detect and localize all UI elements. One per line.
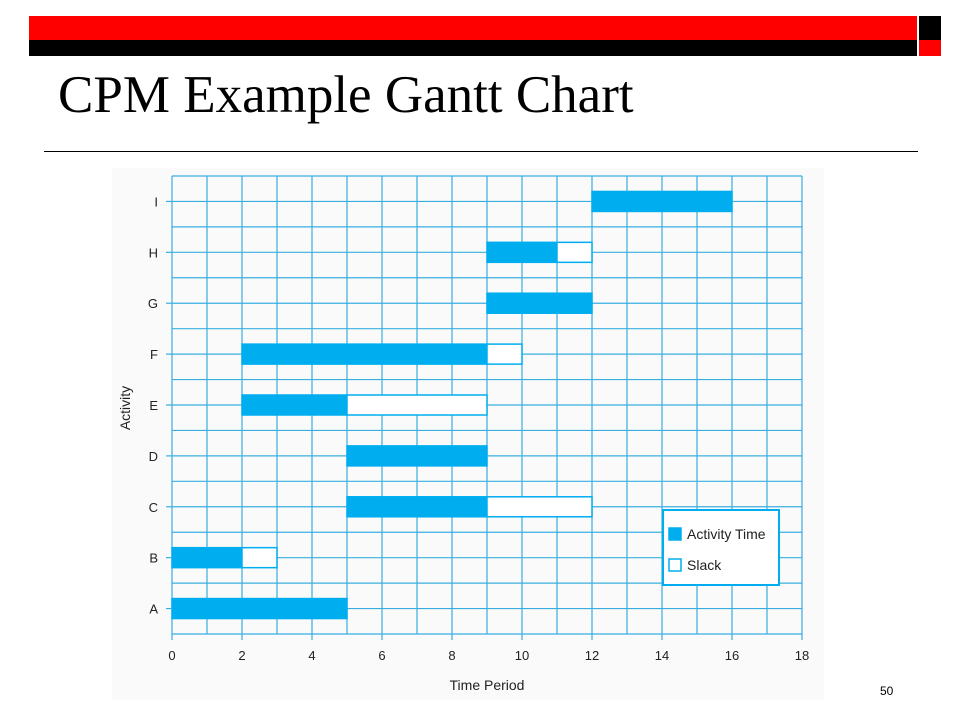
activity-bar-a	[171, 597, 348, 620]
slack-bar-h	[556, 241, 593, 264]
activity-bar-f	[241, 343, 488, 365]
legend-swatch-activity	[668, 527, 682, 541]
gantt-chart: 0 2 4 6 8 10 12 14 16 18 A B C D E F G H I Time Period Act…	[117, 175, 809, 693]
activity-bar-e	[241, 394, 348, 416]
slack-bar-e	[346, 394, 488, 416]
y-tick-label-g: G	[148, 296, 158, 311]
activity-bar-d	[346, 445, 488, 467]
legend-label-activity: Activity Time	[687, 526, 766, 542]
legend-box	[662, 509, 780, 586]
slack-bar-b	[241, 546, 278, 569]
slide-title: CPM Example Gantt Chart	[58, 66, 634, 124]
x-tick-label: 4	[308, 648, 315, 663]
corner-red-block	[919, 40, 941, 56]
x-tick-label: 16	[725, 648, 739, 663]
activity-bar-i	[591, 190, 733, 213]
x-tick-label: 2	[238, 648, 245, 663]
y-tick-label-e: E	[149, 398, 158, 413]
slack-bar-f	[486, 343, 523, 365]
chart-bars	[171, 190, 733, 620]
y-tick-label-h: H	[149, 245, 158, 260]
x-tick-label: 12	[585, 648, 599, 663]
y-tick-label-c: C	[149, 500, 158, 515]
x-tick-label: 18	[795, 648, 809, 663]
title-decoration-bar	[29, 16, 917, 56]
slack-bar-c	[486, 496, 593, 518]
y-tick-label-d: D	[149, 449, 158, 464]
page-number: 50	[880, 684, 894, 698]
x-tick-label: 0	[168, 648, 175, 663]
x-tick-label: 6	[378, 648, 385, 663]
decoration-black-stripe	[29, 40, 917, 56]
activity-bar-g	[486, 292, 593, 314]
legend-swatch-slack	[668, 558, 682, 572]
y-tick-label-i: I	[154, 194, 158, 209]
legend-label-slack: Slack	[687, 557, 722, 573]
y-axis-title: Activity	[117, 386, 133, 430]
x-axis-title: Time Period	[450, 677, 525, 693]
title-divider	[44, 151, 918, 152]
activity-bar-h	[486, 241, 558, 264]
chart-legend: Activity Time Slack	[662, 509, 780, 586]
y-tick-label-a: A	[149, 602, 158, 617]
decoration-red-stripe	[29, 16, 917, 40]
activity-bar-c	[346, 496, 488, 518]
corner-black-block	[919, 16, 941, 40]
x-tick-label: 8	[448, 648, 455, 663]
chart-ticks: 0 2 4 6 8 10 12 14 16 18 A B C D E F G H I	[148, 194, 809, 663]
x-tick-label: 10	[515, 648, 529, 663]
activity-bar-b	[171, 546, 243, 569]
y-tick-label-b: B	[149, 551, 158, 566]
y-tick-label-f: F	[150, 347, 158, 362]
x-tick-label: 14	[655, 648, 669, 663]
